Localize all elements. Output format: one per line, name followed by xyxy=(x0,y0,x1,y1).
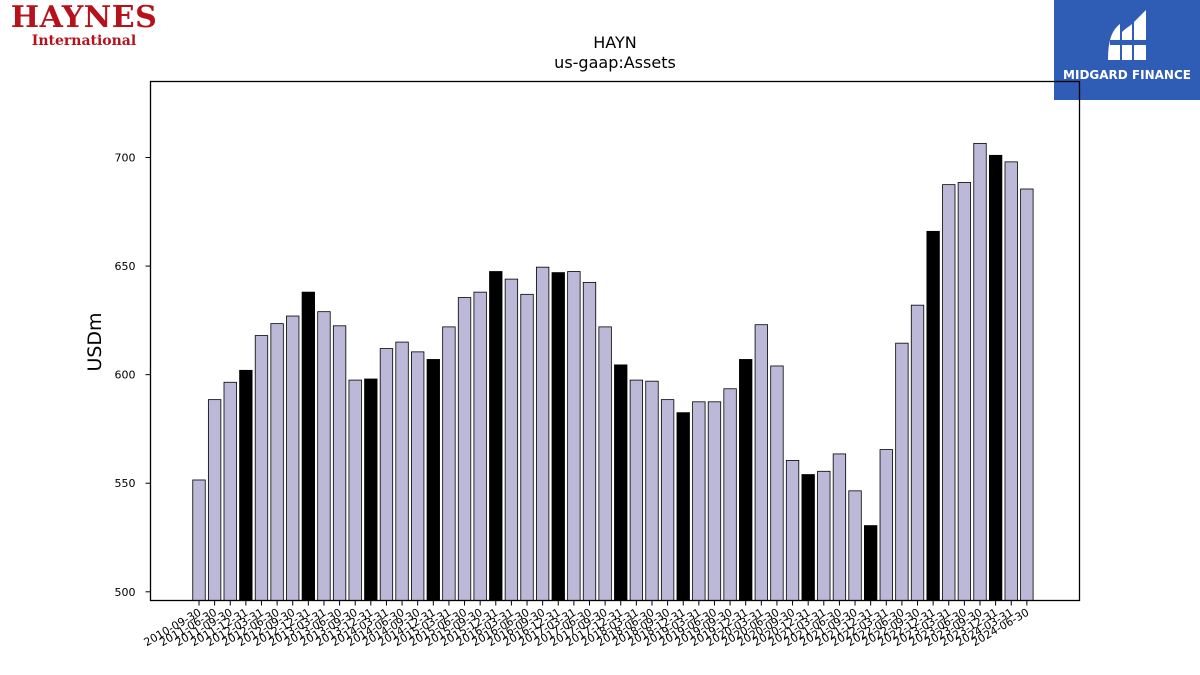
bar-2022-12-31 xyxy=(926,230,940,601)
bar-2019-06-30 xyxy=(707,401,722,601)
bar-2012-06-30 xyxy=(270,323,284,601)
bar-2011-09-30 xyxy=(223,381,237,601)
bar-2012-09-30 xyxy=(286,315,300,601)
y-tick-label: 600 xyxy=(115,369,136,382)
bar-2021-12-31 xyxy=(864,525,878,601)
plot-frame xyxy=(149,80,1081,602)
y-axis-label: USDm xyxy=(84,312,106,371)
bar-2020-09-30 xyxy=(785,460,800,601)
y-tick-label: 550 xyxy=(115,477,136,490)
bar-2015-03-31 xyxy=(442,326,456,601)
chart-title: HAYN xyxy=(593,33,636,52)
logo-sub-text: International xyxy=(31,33,137,49)
bar-2021-03-31 xyxy=(817,470,831,601)
bar-2013-09-30 xyxy=(348,379,362,601)
bar-2020-06-30 xyxy=(770,365,784,601)
bar-2019-09-30 xyxy=(723,388,737,601)
bar-2012-03-31 xyxy=(254,335,269,601)
bar-2023-06-30 xyxy=(957,182,972,601)
y-tick-label: 500 xyxy=(115,586,136,599)
bar-2019-12-31 xyxy=(739,359,753,601)
y-tick-label: 700 xyxy=(115,152,136,165)
bar-2012-12-31 xyxy=(301,291,315,601)
bars-group xyxy=(192,142,1034,601)
bar-2017-09-30 xyxy=(598,326,612,601)
bar-2010-09-30 xyxy=(192,479,206,601)
bar-2021-09-30 xyxy=(848,490,862,601)
bar-2015-09-30 xyxy=(473,291,487,601)
bar-2017-03-31 xyxy=(567,271,581,601)
bar-2022-06-30 xyxy=(895,342,909,601)
y-ticks-group: 500 550 600 650 700 xyxy=(115,152,151,599)
bar-2014-09-30 xyxy=(411,351,425,601)
logo-name-text: MIDGARD FINANCE xyxy=(1063,68,1191,82)
midgard-mark-icon xyxy=(1108,10,1146,60)
bar-2022-03-31 xyxy=(879,449,893,601)
bar-2018-03-31 xyxy=(629,379,644,601)
y-tick-label: 650 xyxy=(115,260,136,273)
bar-2023-09-30 xyxy=(973,142,987,601)
bar-2016-12-31 xyxy=(551,272,565,601)
x-ticks-group: 2010-09-302011-06-302011-09-302011-12-31… xyxy=(142,600,1031,649)
bar-2016-06-30 xyxy=(520,293,534,601)
bar-2013-06-30 xyxy=(332,325,347,601)
bar-2016-09-30 xyxy=(535,266,550,601)
bar-2021-06-30 xyxy=(832,453,847,601)
bar-2013-12-31 xyxy=(364,378,378,601)
bar-2014-12-31 xyxy=(426,359,440,601)
bar-2013-03-31 xyxy=(317,311,331,601)
logo-brand-text: HAYNES xyxy=(10,0,158,35)
bar-2018-12-31 xyxy=(676,412,690,601)
bar-2023-12-31 xyxy=(988,154,1003,601)
bar-2011-06-30 xyxy=(207,399,222,601)
bar-2024-06-30 xyxy=(1020,188,1034,601)
bar-2011-12-31 xyxy=(239,369,253,601)
bar-2017-12-31 xyxy=(614,364,628,601)
chart-subtitle: us-gaap:Assets xyxy=(554,53,676,72)
bar-2017-06-30 xyxy=(582,281,597,601)
bar-2022-09-30 xyxy=(910,304,925,601)
bar-2020-03-31 xyxy=(754,324,768,601)
bar-2020-12-31 xyxy=(801,474,815,601)
bar-2015-06-30 xyxy=(457,297,472,601)
midgard-finance-logo: MIDGARD FINANCE xyxy=(1054,0,1200,100)
bar-2023-03-31 xyxy=(942,184,956,601)
bar-2018-06-30 xyxy=(645,380,659,601)
bar-2016-03-31 xyxy=(504,278,519,601)
bar-2018-09-30 xyxy=(660,399,675,601)
bar-2024-03-31 xyxy=(1004,161,1018,601)
bar-2015-12-31 xyxy=(489,271,503,601)
haynes-logo: HAYNES International xyxy=(4,2,164,52)
bar-2014-03-31 xyxy=(379,348,394,601)
bar-2014-06-30 xyxy=(395,341,409,601)
bar-2019-03-31 xyxy=(692,401,706,601)
